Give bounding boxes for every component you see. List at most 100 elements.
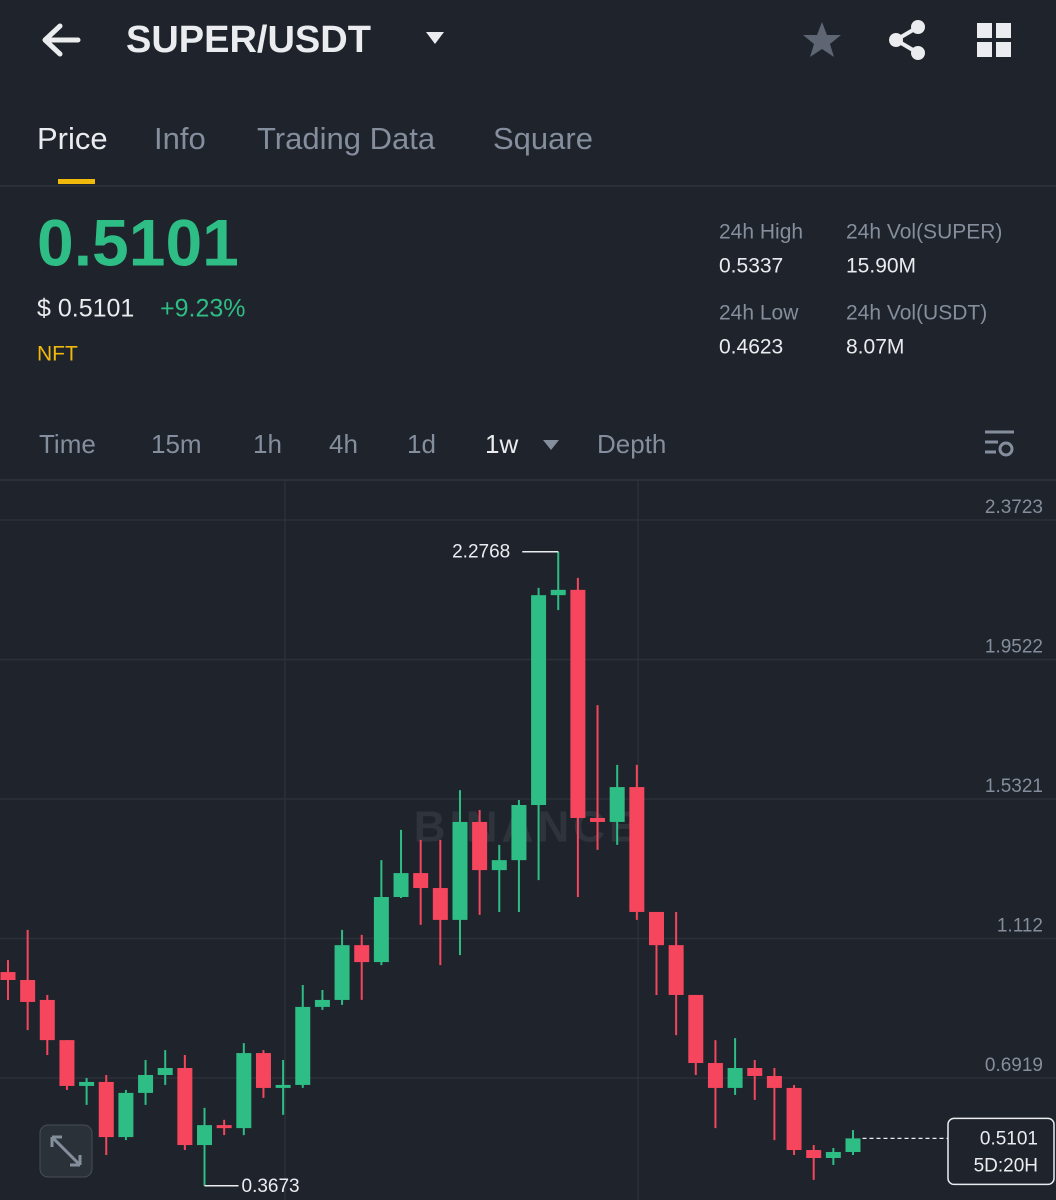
candle-body bbox=[413, 873, 429, 889]
candle-body bbox=[79, 1081, 95, 1086]
last-price-box bbox=[947, 1117, 1055, 1186]
candle-body bbox=[825, 1152, 841, 1158]
last-price: 0.5101 bbox=[37, 205, 239, 279]
share-lines bbox=[892, 25, 920, 55]
fullscreen-icon bbox=[50, 1135, 82, 1167]
candle-body bbox=[177, 1068, 193, 1146]
candle-body bbox=[550, 589, 566, 596]
stat-value: 15.90M bbox=[846, 255, 916, 278]
candle-body bbox=[432, 888, 448, 920]
candle-body bbox=[668, 945, 684, 995]
candle-body bbox=[314, 999, 330, 1007]
candle-body bbox=[648, 911, 664, 946]
min-label: 0.3673 bbox=[242, 1176, 300, 1197]
interval[interactable]: 4h bbox=[329, 429, 358, 459]
interval-bar: Time 15m 1h 4h 1d 1w Depth bbox=[39, 429, 666, 459]
y-tick-label: 0.6919 bbox=[985, 1055, 1043, 1076]
candle-body bbox=[393, 873, 409, 897]
settings-gear bbox=[998, 441, 1014, 457]
y-tick-label: 1.9522 bbox=[985, 637, 1043, 658]
candle-body bbox=[707, 1063, 723, 1088]
y-tick-label: 1.112 bbox=[997, 916, 1043, 937]
candle-body bbox=[39, 999, 55, 1041]
candle-body bbox=[118, 1092, 134, 1138]
candle-body bbox=[295, 1006, 311, 1085]
candle-body bbox=[216, 1125, 232, 1129]
tab[interactable]: Price bbox=[37, 121, 108, 156]
candle-body bbox=[59, 1040, 75, 1086]
settings-lines bbox=[985, 430, 1014, 454]
candle-body bbox=[766, 1075, 782, 1088]
candle-body bbox=[236, 1053, 252, 1129]
layout-cell bbox=[977, 42, 992, 57]
candle-body bbox=[354, 945, 370, 963]
layout-cell bbox=[977, 23, 992, 38]
candle-body bbox=[570, 589, 586, 818]
candle-body bbox=[157, 1068, 173, 1075]
stat-label: 24h Low bbox=[719, 302, 799, 325]
layout-cell bbox=[996, 23, 1011, 38]
share-button[interactable] bbox=[889, 20, 925, 60]
tab-indicator bbox=[58, 179, 95, 184]
tab-bar: Price Info Trading Data Square bbox=[37, 121, 593, 156]
candle-body bbox=[20, 980, 36, 1002]
interval[interactable]: Depth bbox=[597, 429, 666, 459]
candle-body bbox=[452, 821, 468, 920]
stat-value: 0.4623 bbox=[719, 336, 783, 359]
candle-body bbox=[0, 972, 16, 981]
candle-body bbox=[472, 821, 488, 871]
candle-body bbox=[531, 595, 547, 806]
back-button[interactable] bbox=[42, 23, 81, 57]
interval[interactable]: 1w bbox=[485, 429, 518, 459]
stat-label: 24h Vol(SUPER) bbox=[846, 221, 1002, 244]
stat-value: 0.5337 bbox=[719, 255, 783, 278]
interval-dropdown[interactable] bbox=[543, 440, 559, 450]
usd-price: $ 0.5101 bbox=[37, 295, 134, 323]
back-arrow bbox=[42, 23, 81, 57]
layout-button[interactable] bbox=[977, 23, 1011, 57]
candle-body bbox=[138, 1074, 154, 1093]
tab[interactable]: Info bbox=[154, 121, 206, 156]
countdown: 5D:20H bbox=[974, 1155, 1038, 1176]
y-tick-label: 1.5321 bbox=[985, 776, 1043, 797]
stats: 24h High 0.5337 24h Vol(SUPER) 15.90M 24h Lo… bbox=[719, 221, 1002, 359]
favorite-star[interactable] bbox=[803, 22, 841, 57]
interval[interactable]: Time bbox=[39, 429, 96, 459]
candle-body bbox=[373, 896, 389, 963]
interval[interactable]: 15m bbox=[151, 429, 202, 459]
candle-body bbox=[629, 787, 645, 912]
pair-title[interactable]: SUPER/USDT bbox=[126, 19, 371, 61]
candle-body bbox=[98, 1081, 114, 1138]
candle-body bbox=[491, 860, 507, 871]
interval[interactable]: 1d bbox=[407, 429, 436, 459]
fullscreen-button[interactable] bbox=[39, 1124, 93, 1178]
tab[interactable]: Square bbox=[493, 121, 593, 156]
candle-body bbox=[688, 994, 704, 1064]
chart-settings[interactable] bbox=[985, 430, 1014, 457]
tab[interactable]: Trading Data bbox=[257, 121, 436, 156]
candle-body bbox=[255, 1053, 271, 1088]
candle-body bbox=[845, 1138, 861, 1153]
y-tick-label: 2.3723 bbox=[985, 497, 1043, 518]
pair-dropdown[interactable] bbox=[426, 32, 444, 44]
candle-body bbox=[747, 1068, 763, 1076]
max-label: 2.2768 bbox=[452, 542, 510, 563]
layout-cell bbox=[996, 42, 1011, 57]
stat-label: 24h Vol(USDT) bbox=[846, 302, 987, 325]
candle-body bbox=[511, 805, 527, 861]
candle-body bbox=[727, 1068, 743, 1088]
stat-label: 24h High bbox=[719, 221, 803, 244]
stat-value: 8.07M bbox=[846, 336, 904, 359]
candle-body bbox=[197, 1125, 213, 1146]
interval[interactable]: 1h bbox=[253, 429, 282, 459]
candle-body bbox=[806, 1150, 822, 1158]
candle-body bbox=[590, 817, 606, 822]
candle-body bbox=[609, 787, 625, 822]
candle-body bbox=[786, 1087, 802, 1151]
candle-body bbox=[334, 945, 350, 1000]
watermark: BINANCE bbox=[414, 803, 642, 852]
category-tag[interactable]: NFT bbox=[37, 343, 78, 366]
candlestick-chart: BINANCE 2.3723 1.9522 1.5321 1.112 0.6919 2.27… bbox=[0, 481, 1056, 1200]
